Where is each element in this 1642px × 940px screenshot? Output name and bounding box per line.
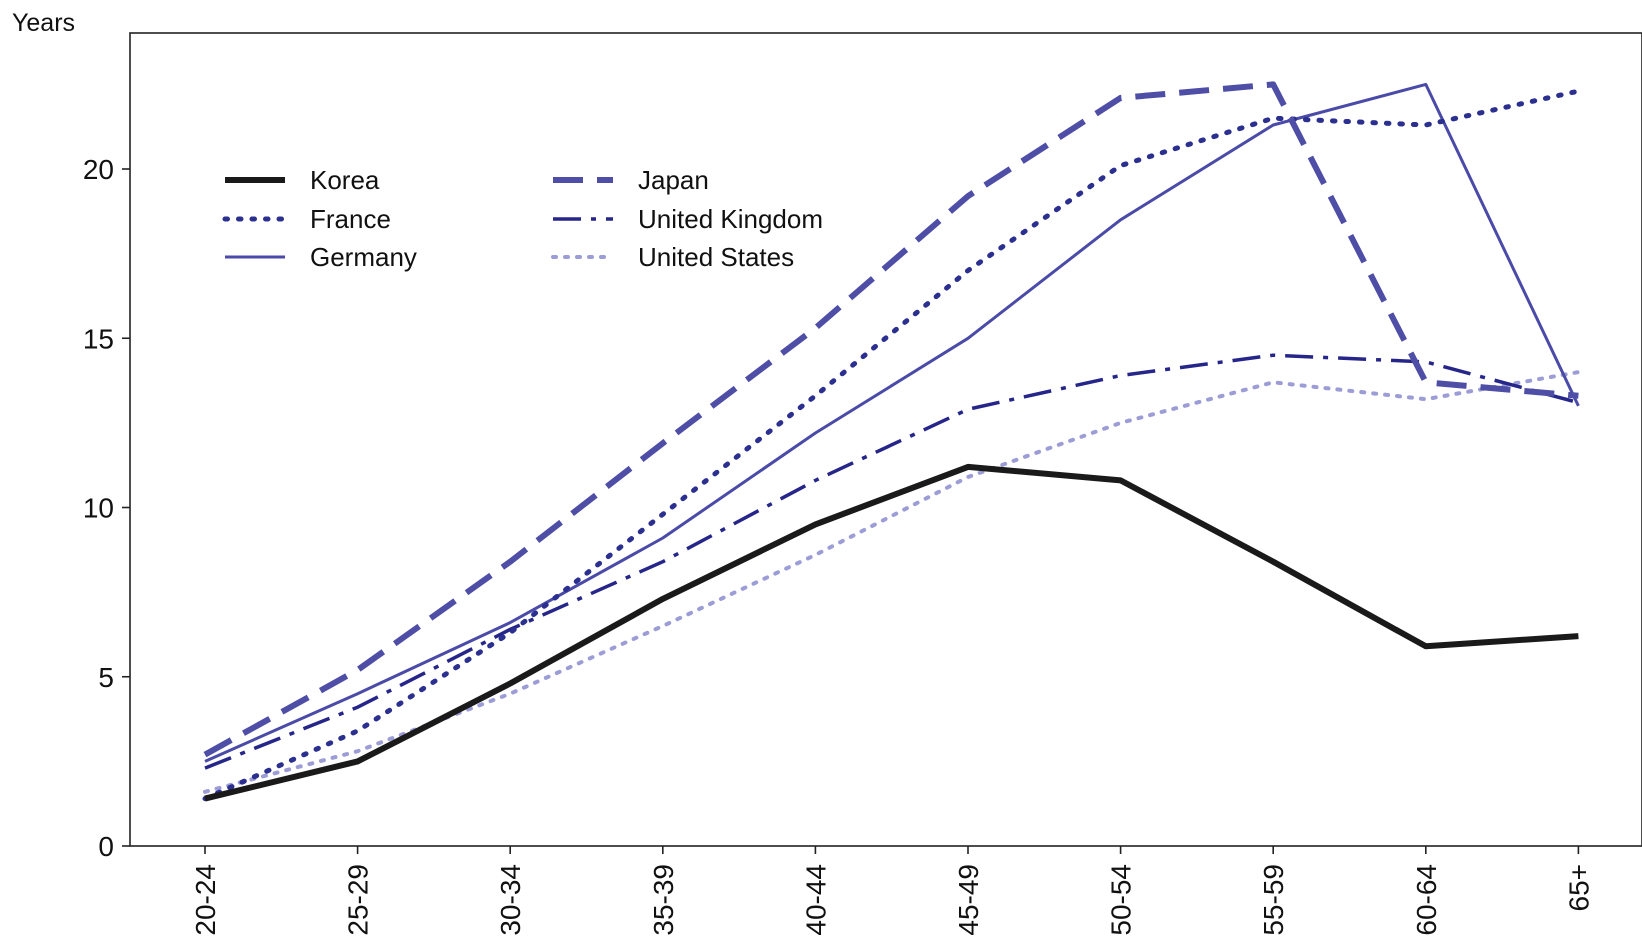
legend-label-korea: Korea bbox=[310, 165, 380, 195]
y-tick-label-20: 20 bbox=[83, 154, 114, 185]
plot-frame bbox=[129, 32, 1642, 847]
x-tick-label-25-29: 25-29 bbox=[343, 864, 374, 936]
x-tick-label-45-49: 45-49 bbox=[953, 864, 984, 936]
series-line-france bbox=[202, 88, 1581, 802]
series-lines bbox=[202, 81, 1581, 802]
legend-label-japan: Japan bbox=[638, 165, 709, 195]
legend-label-united-kingdom: United Kingdom bbox=[638, 204, 823, 234]
series-line-korea bbox=[204, 463, 1579, 802]
y-tick-label-5: 5 bbox=[98, 662, 114, 693]
y-tick-label-10: 10 bbox=[83, 493, 114, 524]
x-tick-label-65: 65+ bbox=[1563, 864, 1594, 912]
x-tick-label-20-24: 20-24 bbox=[190, 864, 221, 936]
x-tick-label-55-59: 55-59 bbox=[1258, 864, 1289, 936]
y-tick-label-0: 0 bbox=[98, 831, 114, 862]
legend: Korea France Germany Japan United Kingdom Uni… bbox=[222, 165, 823, 272]
series-line-united-states bbox=[203, 370, 1581, 794]
x-tick-label-30-34: 30-34 bbox=[495, 864, 526, 936]
series-line-japan bbox=[203, 81, 1579, 758]
x-tick-label-50-54: 50-54 bbox=[1106, 864, 1137, 936]
y-axis-unit-label: Years bbox=[12, 9, 75, 37]
legend-label-germany: Germany bbox=[310, 242, 417, 272]
x-tick-label-60-64: 60-64 bbox=[1411, 864, 1442, 936]
legend-label-united-states: United States bbox=[638, 242, 794, 272]
y-tick-label-15: 15 bbox=[83, 323, 114, 354]
x-axis-ticks: 20-24 25-29 30-34 35-39 40-44 45-49 50-54 55-59… bbox=[190, 846, 1594, 936]
series-line-germany bbox=[204, 82, 1580, 763]
series-line-united-kingdom bbox=[204, 353, 1579, 770]
y-axis-ticks: 0 5 10 15 20 bbox=[83, 154, 130, 862]
x-tick-label-40-44: 40-44 bbox=[800, 864, 831, 936]
x-tick-label-35-39: 35-39 bbox=[648, 864, 679, 936]
legend-label-france: France bbox=[310, 204, 391, 234]
